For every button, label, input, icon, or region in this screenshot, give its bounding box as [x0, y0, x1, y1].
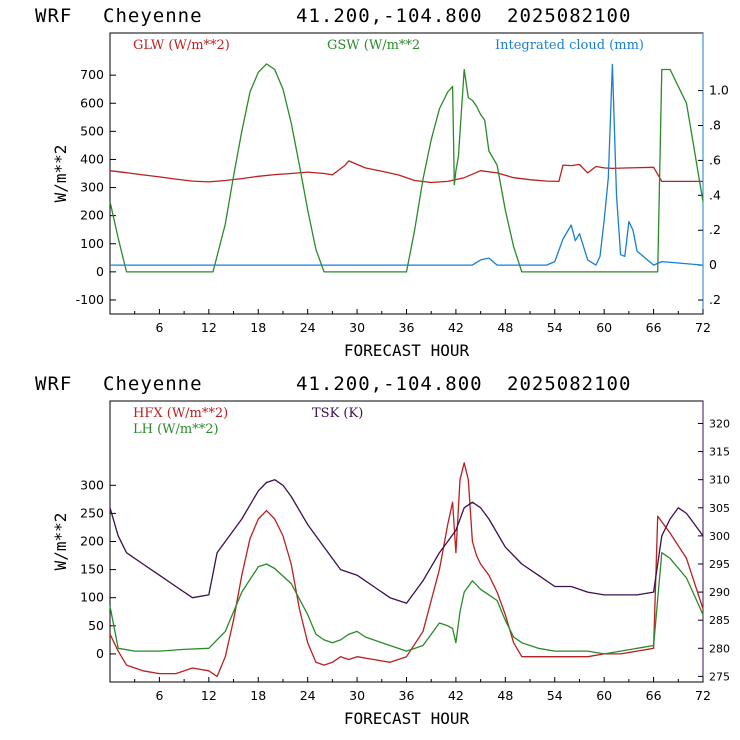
- y-tick-label: 100: [80, 590, 104, 605]
- model-label: WRF: [35, 5, 72, 27]
- panel2-header: WRF Cheyenne 41.200,-104.800 2025082100: [35, 373, 631, 395]
- model-label: WRF: [35, 373, 72, 395]
- series-line-hfx: [109, 462, 704, 678]
- x-tick-label: 72: [695, 320, 711, 335]
- x-axis-label: FORECAST HOUR: [344, 341, 470, 360]
- y2-tick-label: 305: [709, 502, 730, 515]
- y2-tick-label: 300: [709, 530, 730, 543]
- y-tick-label: 250: [80, 505, 104, 520]
- y2-tick-label: 295: [709, 558, 730, 571]
- y2-tick-label: 320: [709, 417, 730, 430]
- y-tick-label: 200: [80, 534, 104, 549]
- x-tick-label: 60: [596, 688, 612, 703]
- plot-frame: [109, 400, 704, 683]
- legend-gsw: GSW (W/m**2: [327, 38, 420, 53]
- y2-tick-label: 1.0: [709, 83, 729, 98]
- station-label: Cheyenne: [103, 5, 203, 27]
- x-tick-label: 48: [497, 688, 513, 703]
- date-label: 2025082100: [507, 5, 631, 27]
- y2-tick-label: .2: [709, 292, 721, 307]
- coords-label: 41.200,-104.800: [296, 5, 483, 27]
- y-axis-label: W/m**2: [51, 145, 70, 203]
- x-tick-label: 66: [646, 320, 662, 335]
- y-tick-label: 600: [80, 95, 104, 110]
- y-tick-label: 400: [80, 151, 104, 166]
- x-tick-label: 72: [695, 688, 711, 703]
- legend-integrated: Integrated cloud (mm): [495, 38, 644, 53]
- x-tick-label: 30: [349, 320, 365, 335]
- y2-tick-label: 290: [709, 586, 730, 599]
- y2-tick-label: .2: [709, 222, 721, 237]
- legend-glw: GLW (W/m**2): [133, 38, 230, 53]
- y2-tick-label: .4: [709, 187, 721, 202]
- x-tick-label: 24: [300, 688, 316, 703]
- y2-tick-label: 285: [709, 614, 730, 627]
- y-tick-label: 50: [88, 618, 104, 633]
- x-tick-label: 12: [201, 320, 217, 335]
- x-tick-label: 66: [646, 688, 662, 703]
- x-tick-label: 24: [300, 320, 316, 335]
- y-tick-label: 150: [80, 562, 104, 577]
- y2-tick-label: .8: [709, 118, 721, 133]
- series-line-gsw: [109, 63, 704, 273]
- y-tick-label: -100: [76, 292, 104, 307]
- y-tick-label: 200: [80, 208, 104, 223]
- x-tick-label: 54: [547, 320, 563, 335]
- legend-tsk: TSK (K): [312, 406, 363, 421]
- x-axis-label: FORECAST HOUR: [344, 709, 470, 728]
- station-label: Cheyenne: [103, 373, 203, 395]
- date-label: 2025082100: [507, 373, 631, 395]
- series-line-lh: [109, 552, 704, 655]
- y-tick-label: 700: [80, 67, 104, 82]
- y2-tick-label: .6: [709, 152, 721, 167]
- series-line-glw: [109, 160, 703, 184]
- y2-tick-label: 0: [709, 257, 717, 272]
- x-tick-label: 30: [349, 688, 365, 703]
- x-tick-label: 18: [250, 320, 266, 335]
- legend-hfx: HFX (W/m**2): [133, 406, 228, 421]
- x-tick-label: 6: [155, 320, 163, 335]
- y-tick-label: 300: [80, 180, 104, 195]
- y2-tick-label: 280: [709, 642, 730, 655]
- x-tick-label: 36: [399, 688, 415, 703]
- panel2-chart: 6 12 18 24 30 36 42 48 54 60 66 72 0 50 100 150 200 250 30…: [51, 400, 730, 728]
- x-tick-label: 60: [596, 320, 612, 335]
- y2-tick-label: 315: [709, 446, 730, 459]
- panel1-chart: 6 12 18 24 30 36 42 48 54 60 66 72 -100 0 100 200 300 400…: [51, 32, 729, 360]
- legend-lh: LH (W/m**2): [133, 422, 219, 437]
- series-line-integrated: [110, 63, 704, 266]
- y2-tick-label: 275: [709, 670, 730, 683]
- y-axis-label: W/m**2: [51, 513, 70, 571]
- x-tick-label: 36: [399, 320, 415, 335]
- y-tick-label: 0: [96, 264, 104, 279]
- y-tick-label: 500: [80, 123, 104, 138]
- x-tick-label: 6: [155, 688, 163, 703]
- x-tick-label: 42: [448, 320, 464, 335]
- x-tick-label: 42: [448, 688, 464, 703]
- y-tick-label: 300: [80, 477, 104, 492]
- coords-label: 41.200,-104.800: [296, 373, 483, 395]
- panel1-header: WRF Cheyenne 41.200,-104.800 2025082100: [35, 5, 631, 27]
- y-tick-label: 0: [96, 646, 104, 661]
- x-tick-label: 18: [250, 688, 266, 703]
- x-tick-label: 48: [497, 320, 513, 335]
- x-tick-label: 54: [547, 688, 563, 703]
- x-tick-label: 12: [201, 688, 217, 703]
- series-line-tsk: [109, 479, 704, 604]
- y-tick-label: 100: [80, 236, 104, 251]
- y2-tick-label: 310: [709, 474, 730, 487]
